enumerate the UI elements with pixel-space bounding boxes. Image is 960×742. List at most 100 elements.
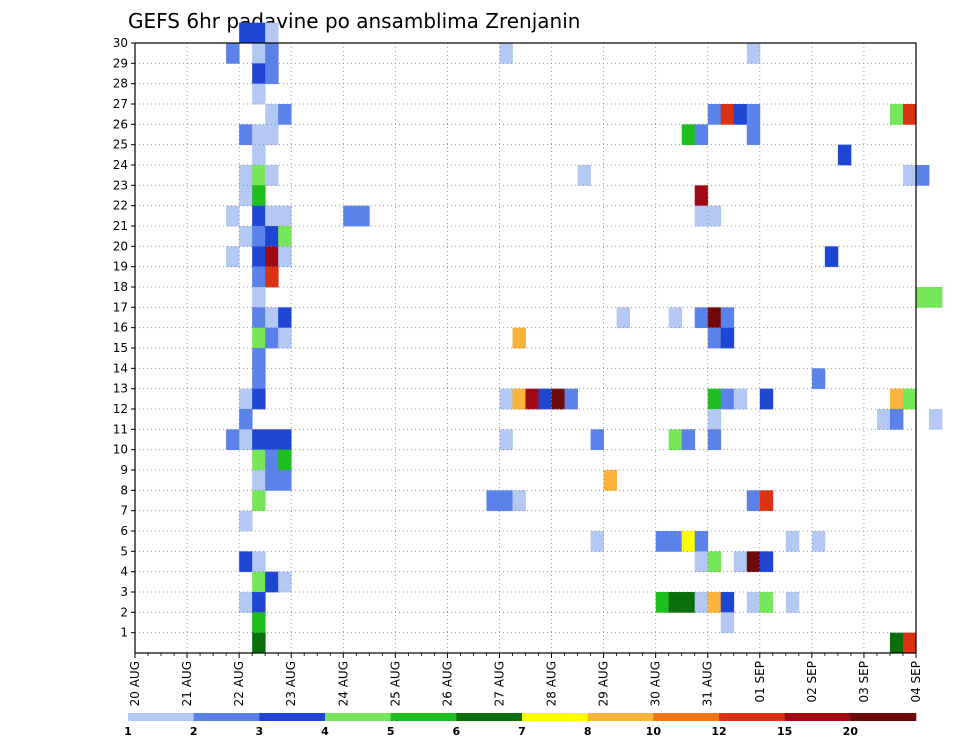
precip-cell — [278, 449, 292, 471]
precip-cell — [694, 531, 709, 552]
precip-cell — [811, 368, 826, 390]
precip-cell — [655, 592, 670, 613]
y-tick-label: 9 — [120, 463, 128, 477]
precip-cell — [252, 43, 266, 64]
precip-cell — [902, 165, 917, 186]
y-tick-label: 10 — [113, 443, 128, 457]
precip-cell — [252, 124, 266, 146]
precip-cell — [252, 63, 266, 85]
colorbar-swatch — [456, 713, 523, 721]
precip-cell — [252, 470, 266, 491]
colorbar: 1 2 3 4 5 6 7 8 10 12 15 20 — [124, 713, 917, 738]
precip-cell — [902, 104, 917, 125]
y-tick-label: 17 — [113, 300, 128, 314]
precip-cell — [239, 185, 253, 207]
precip-cell — [252, 226, 266, 247]
precip-cell — [252, 490, 266, 512]
precip-cell — [265, 327, 279, 349]
precip-cell — [499, 490, 513, 512]
y-tick-label: 12 — [113, 402, 128, 416]
y-tick-label: 27 — [113, 97, 128, 111]
precip-cell — [929, 409, 943, 430]
precip-cell — [512, 327, 526, 349]
precip-cell — [252, 571, 266, 593]
precip-cell — [564, 388, 578, 410]
precip-cell — [226, 205, 240, 227]
precip-cell — [720, 388, 735, 410]
precip-cell — [916, 165, 930, 186]
precip-cell — [278, 226, 292, 247]
precip-cell — [916, 287, 930, 308]
y-tick-label: 20 — [113, 239, 128, 253]
x-tick-label: 27 AUG — [492, 661, 506, 706]
precip-cell — [902, 388, 917, 410]
colorbar-label: 10 — [646, 725, 662, 738]
precip-cell — [265, 63, 279, 85]
colorbar-swatch — [193, 713, 260, 721]
colorbar-swatch — [522, 713, 588, 721]
precip-cell — [889, 388, 904, 410]
y-tick-label: 28 — [113, 77, 128, 91]
precip-cell — [681, 592, 696, 613]
precip-cell — [837, 144, 852, 166]
precip-cell — [603, 470, 618, 491]
precip-cell — [499, 429, 513, 451]
x-tick-label: 31 AUG — [701, 661, 715, 706]
x-tick-label: 02 SEP — [805, 661, 819, 703]
precip-cell — [343, 205, 357, 227]
x-tick-label: 29 AUG — [597, 661, 611, 706]
precip-cell — [720, 592, 735, 613]
precip-cell — [512, 490, 526, 512]
precip-cell — [239, 388, 253, 410]
precip-cell — [707, 429, 722, 451]
colorbar-label: 1 — [124, 725, 132, 738]
precip-cell — [876, 409, 891, 430]
precip-cell — [265, 43, 279, 64]
precip-cell — [226, 43, 240, 64]
x-tick-label: 28 AUG — [545, 661, 559, 706]
precip-cell — [265, 226, 279, 247]
precip-cell — [694, 551, 709, 573]
precip-cell — [226, 246, 240, 268]
precip-cell — [239, 124, 253, 146]
y-axis: 1234567891011121314151617181920212223242… — [113, 36, 135, 640]
y-tick-label: 24 — [113, 158, 128, 172]
precip-cell — [733, 104, 748, 125]
colorbar-swatch — [587, 713, 654, 721]
precip-cell — [811, 531, 826, 552]
x-tick-label: 21 AUG — [180, 661, 194, 706]
precip-cell — [486, 490, 500, 512]
precip-cell — [252, 632, 266, 654]
precip-cell — [265, 449, 279, 471]
x-tick-label: 22 AUG — [232, 661, 246, 706]
y-tick-label: 15 — [113, 341, 128, 355]
precip-cell — [252, 246, 266, 268]
colorbar-label: 2 — [190, 725, 198, 738]
precip-cell — [252, 266, 266, 288]
colorbar-label: 5 — [387, 725, 395, 738]
precip-cell — [590, 531, 604, 552]
y-tick-label: 19 — [113, 260, 128, 274]
precip-cell — [707, 104, 722, 125]
precip-cell — [265, 571, 279, 593]
y-tick-label: 16 — [113, 321, 128, 335]
precip-cell — [265, 165, 279, 186]
colorbar-label: 8 — [584, 725, 592, 738]
precip-cell — [252, 612, 266, 634]
colorbar-label: 12 — [711, 725, 726, 738]
precip-cell — [785, 592, 800, 613]
precip-cell — [265, 22, 279, 44]
x-tick-label: 26 AUG — [440, 661, 454, 706]
precip-cell — [278, 327, 292, 349]
precip-cell — [265, 470, 279, 491]
precip-cell — [720, 612, 735, 634]
precip-cell — [265, 124, 279, 146]
colorbar-label: 7 — [518, 725, 526, 738]
colorbar-swatch — [850, 713, 917, 721]
precip-cell — [707, 409, 722, 430]
x-tick-label: 04 SEP — [909, 661, 923, 703]
precip-cell — [252, 287, 266, 308]
y-tick-label: 13 — [113, 382, 128, 396]
y-tick-label: 23 — [113, 178, 128, 192]
